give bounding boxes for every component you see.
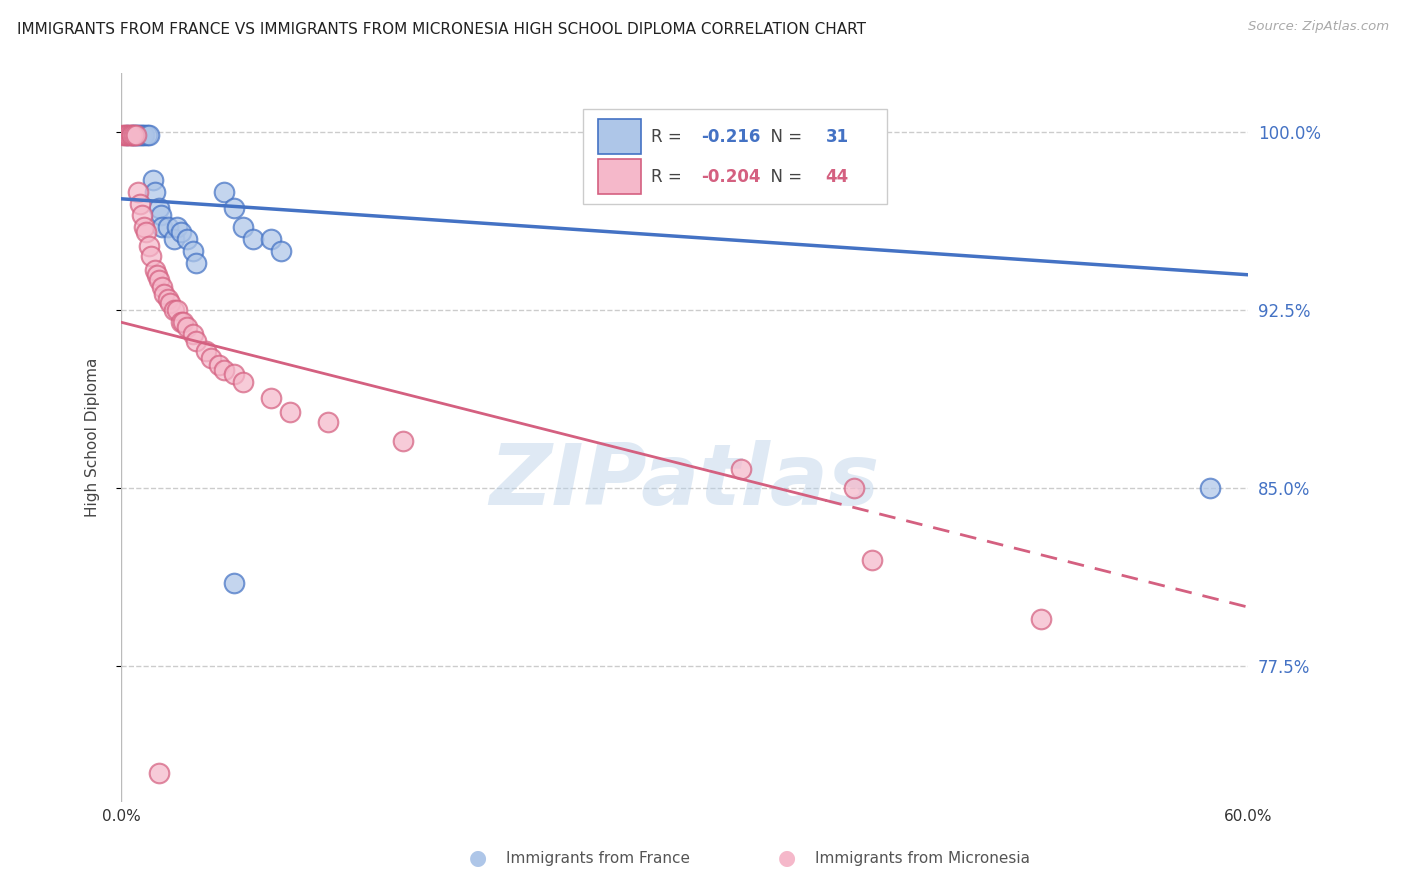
Point <box>149 208 172 222</box>
Point <box>136 128 159 142</box>
Text: 60.0%: 60.0% <box>1223 809 1272 824</box>
Text: -0.216: -0.216 <box>702 128 761 145</box>
Point <box>222 576 245 591</box>
Point <box>730 462 752 476</box>
Point <box>138 128 160 142</box>
Point <box>222 202 245 216</box>
Point <box>208 358 231 372</box>
Point <box>804 128 827 142</box>
Point <box>124 128 146 142</box>
Text: R =: R = <box>651 128 692 145</box>
Text: -0.204: -0.204 <box>702 168 761 186</box>
Point <box>172 315 194 329</box>
FancyBboxPatch shape <box>598 120 641 154</box>
Point <box>232 220 254 235</box>
Point <box>157 220 180 235</box>
Point <box>135 225 157 239</box>
Point <box>1031 612 1053 626</box>
Point <box>232 375 254 389</box>
Point <box>157 292 180 306</box>
Point <box>159 296 181 310</box>
Point <box>270 244 292 258</box>
Point <box>143 263 166 277</box>
Text: Immigrants from Micronesia: Immigrants from Micronesia <box>815 851 1031 865</box>
Point <box>120 128 142 142</box>
Point <box>125 128 148 142</box>
Point <box>148 202 170 216</box>
Point <box>176 232 198 246</box>
Point <box>115 128 138 142</box>
Point <box>181 327 204 342</box>
Text: IMMIGRANTS FROM FRANCE VS IMMIGRANTS FROM MICRONESIA HIGH SCHOOL DIPLOMA CORRELA: IMMIGRANTS FROM FRANCE VS IMMIGRANTS FRO… <box>17 22 866 37</box>
Point <box>132 220 155 235</box>
Point <box>186 334 208 349</box>
Point <box>222 368 245 382</box>
Text: N =: N = <box>761 168 813 186</box>
Point <box>143 185 166 199</box>
Text: ●: ● <box>779 848 796 868</box>
Point <box>214 362 236 376</box>
Point <box>316 415 339 429</box>
Point <box>170 315 193 329</box>
Text: 31: 31 <box>825 128 849 145</box>
Point <box>127 185 149 199</box>
Point <box>392 434 415 448</box>
Point <box>163 232 186 246</box>
Point <box>131 208 153 222</box>
Text: 44: 44 <box>825 168 849 186</box>
Point <box>200 351 222 365</box>
Point <box>129 128 152 142</box>
Point <box>148 272 170 286</box>
Point <box>278 405 301 419</box>
Point <box>260 232 283 246</box>
Text: 0.0%: 0.0% <box>101 809 141 824</box>
Point <box>152 279 174 293</box>
Point <box>111 128 134 142</box>
Point <box>194 343 217 358</box>
Point <box>163 303 186 318</box>
Y-axis label: High School Diploma: High School Diploma <box>86 358 100 517</box>
Point <box>132 128 155 142</box>
Point <box>170 225 193 239</box>
Point <box>166 220 188 235</box>
Point <box>186 256 208 270</box>
Point <box>142 173 165 187</box>
Point <box>138 239 160 253</box>
Text: Immigrants from France: Immigrants from France <box>506 851 690 865</box>
Text: N =: N = <box>761 128 813 145</box>
Point <box>115 128 138 142</box>
Text: Source: ZipAtlas.com: Source: ZipAtlas.com <box>1249 20 1389 33</box>
FancyBboxPatch shape <box>583 110 887 204</box>
Point <box>842 482 865 496</box>
Point <box>176 320 198 334</box>
Point <box>129 196 152 211</box>
FancyBboxPatch shape <box>598 160 641 194</box>
Point <box>181 244 204 258</box>
Point <box>121 128 143 142</box>
Point <box>148 766 170 780</box>
Text: ●: ● <box>470 848 486 868</box>
Point <box>114 128 136 142</box>
Point <box>152 220 174 235</box>
Text: R =: R = <box>651 168 692 186</box>
Point <box>242 232 264 246</box>
Point <box>166 303 188 318</box>
Point <box>214 185 236 199</box>
Point <box>153 286 176 301</box>
Point <box>125 128 148 142</box>
Point <box>146 268 169 282</box>
Point <box>117 128 139 142</box>
Point <box>1199 482 1222 496</box>
Point <box>121 128 143 142</box>
Point <box>124 128 146 142</box>
Point <box>141 249 163 263</box>
Point <box>260 391 283 405</box>
Point <box>131 128 153 142</box>
Point <box>860 552 883 566</box>
Text: ZIPatlas: ZIPatlas <box>489 440 880 523</box>
Point <box>127 128 149 142</box>
